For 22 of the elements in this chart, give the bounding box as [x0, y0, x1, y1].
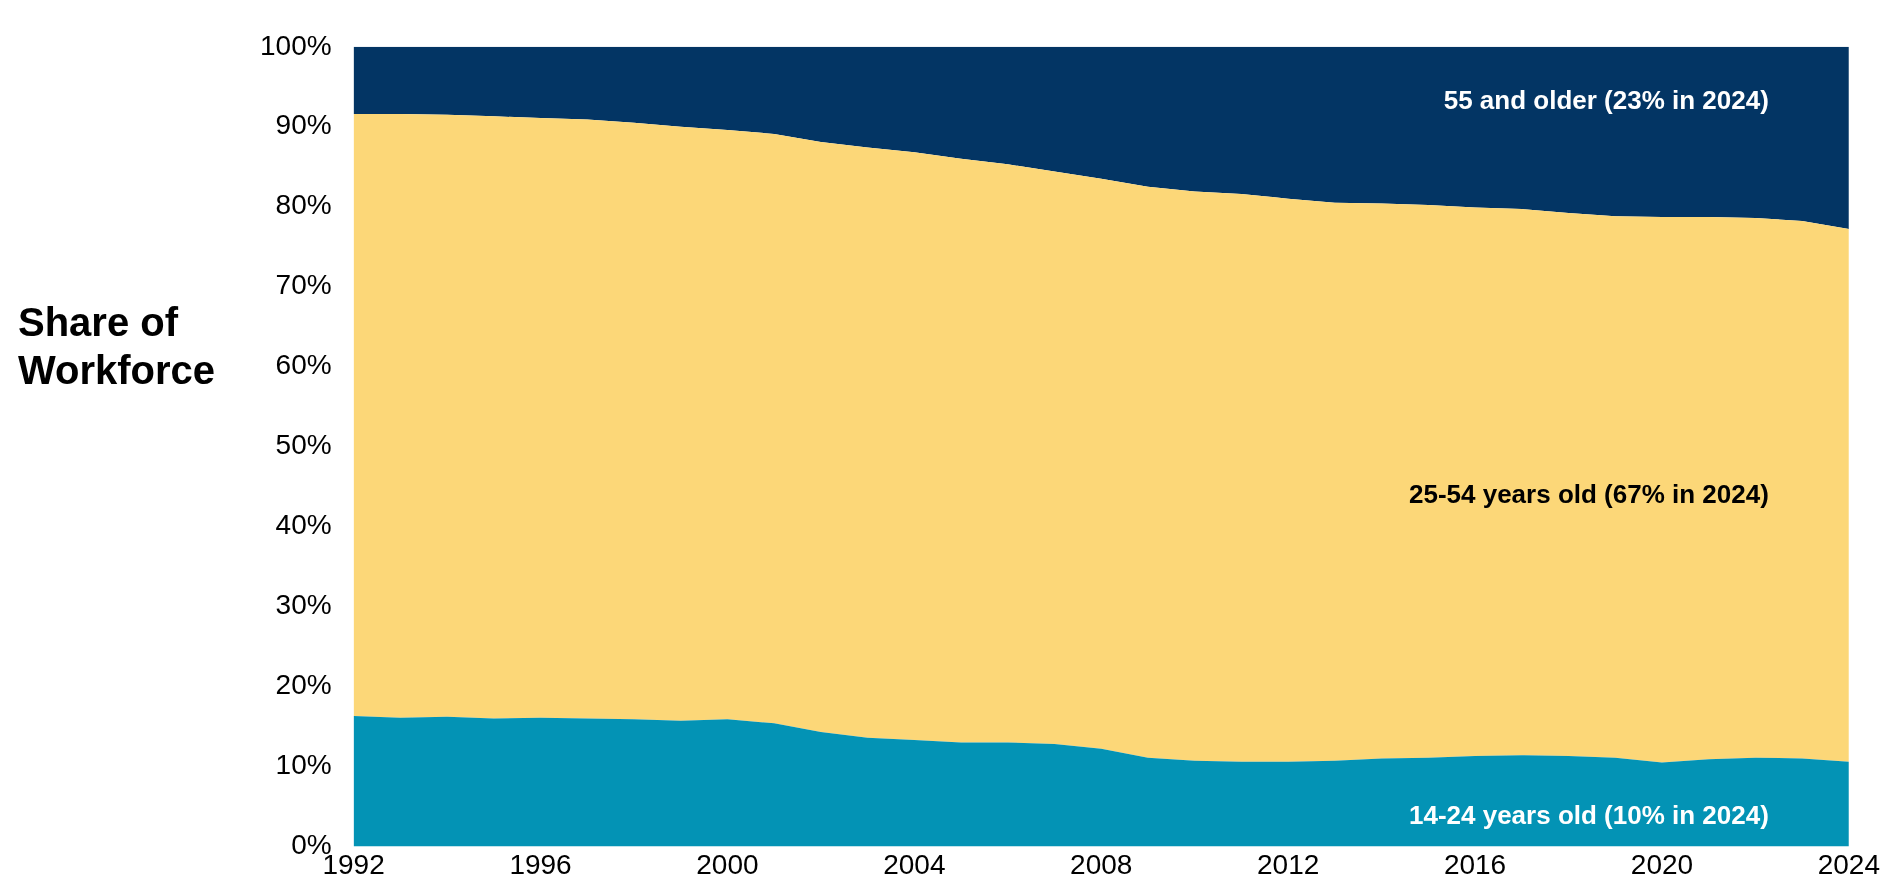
- x-tick-label: 2016: [1443, 848, 1507, 880]
- x-tick-label: 1996: [509, 848, 572, 880]
- y-axis-title: Share of Workforce: [18, 299, 217, 394]
- y-tick-label: 90%: [275, 109, 332, 141]
- y-tick-label: 40%: [275, 509, 332, 541]
- x-tick-label: 2008: [1070, 848, 1133, 880]
- x-tick-label: 2004: [883, 848, 946, 880]
- x-tick-label: 2000: [696, 848, 759, 880]
- y-tick-label: 20%: [275, 669, 332, 701]
- y-tick-label: 50%: [275, 429, 332, 461]
- x-tick-label: 2012: [1256, 848, 1320, 880]
- x-tick-label: 2024: [1817, 848, 1880, 880]
- y-tick-label: 10%: [275, 749, 332, 781]
- series-label: 14-24 years old (10% in 2024): [1408, 799, 1769, 830]
- y-tick-label: 80%: [275, 189, 332, 221]
- x-tick-label: 2020: [1630, 848, 1694, 880]
- series-label: 55 and older (23% in 2024): [1443, 84, 1769, 115]
- y-tick-label: 60%: [275, 349, 332, 381]
- y-tick-label: 100%: [259, 29, 332, 61]
- series-label: 25-54 years old (67% in 2024): [1408, 478, 1769, 509]
- y-tick-label: 30%: [275, 589, 332, 621]
- y-tick-label: 70%: [275, 269, 332, 301]
